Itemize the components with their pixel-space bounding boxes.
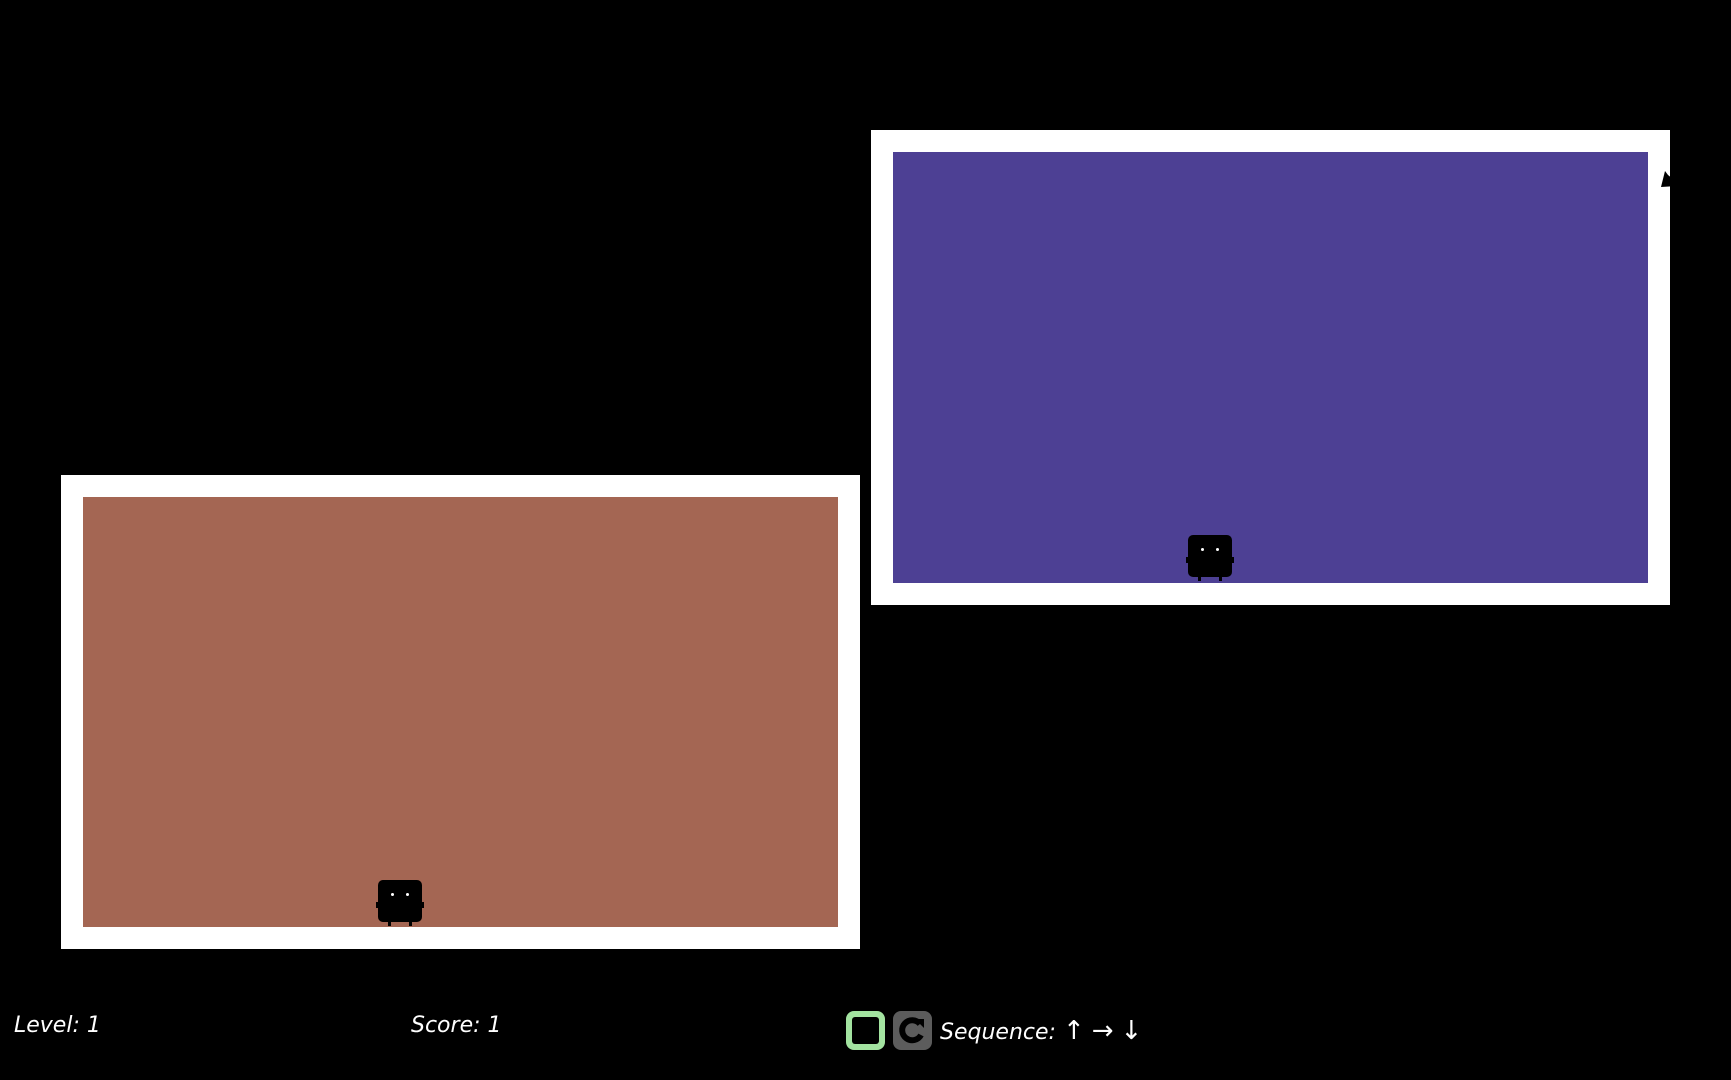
left-room-frame (61, 475, 860, 949)
score-label: Score: (411, 1013, 481, 1038)
score-display: Score: 1 (411, 1013, 502, 1038)
level-label: Level: (14, 1013, 80, 1038)
restart-icon (899, 1017, 924, 1044)
sequence-display: Sequence: ↑ → ↓ (940, 1016, 1142, 1046)
player-character (376, 880, 424, 926)
left-room (83, 497, 838, 927)
player-character (1186, 535, 1234, 581)
right-room (893, 152, 1677, 583)
sequence-step-down: ↓ (1120, 1016, 1143, 1046)
sequence-label: Sequence: (940, 1020, 1056, 1045)
stop-button[interactable] (846, 1011, 885, 1050)
sequence-step-right: → (1091, 1016, 1114, 1046)
restart-button[interactable] (893, 1011, 932, 1050)
shard-icon (1661, 171, 1677, 187)
square-icon (852, 1017, 879, 1044)
sequence-step-up: ↑ (1062, 1016, 1085, 1046)
score-value: 1 (487, 1013, 502, 1038)
right-room-frame (871, 130, 1677, 605)
level-display: Level: 1 (14, 1013, 101, 1038)
level-value: 1 (86, 1013, 101, 1038)
